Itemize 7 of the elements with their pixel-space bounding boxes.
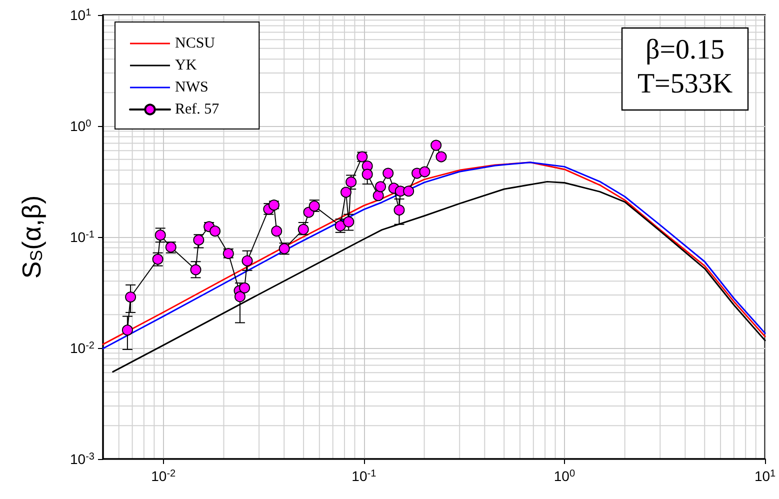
annotation: T=533K bbox=[637, 68, 733, 100]
legend-label: NCSU bbox=[175, 36, 216, 52]
legend-label: Ref. 57 bbox=[175, 102, 220, 118]
legend-label: YK bbox=[175, 58, 197, 74]
legend-label: NWS bbox=[175, 80, 208, 96]
y-axis-title: SS(α,β) bbox=[16, 195, 46, 279]
annotation: β=0.15 bbox=[645, 34, 725, 66]
